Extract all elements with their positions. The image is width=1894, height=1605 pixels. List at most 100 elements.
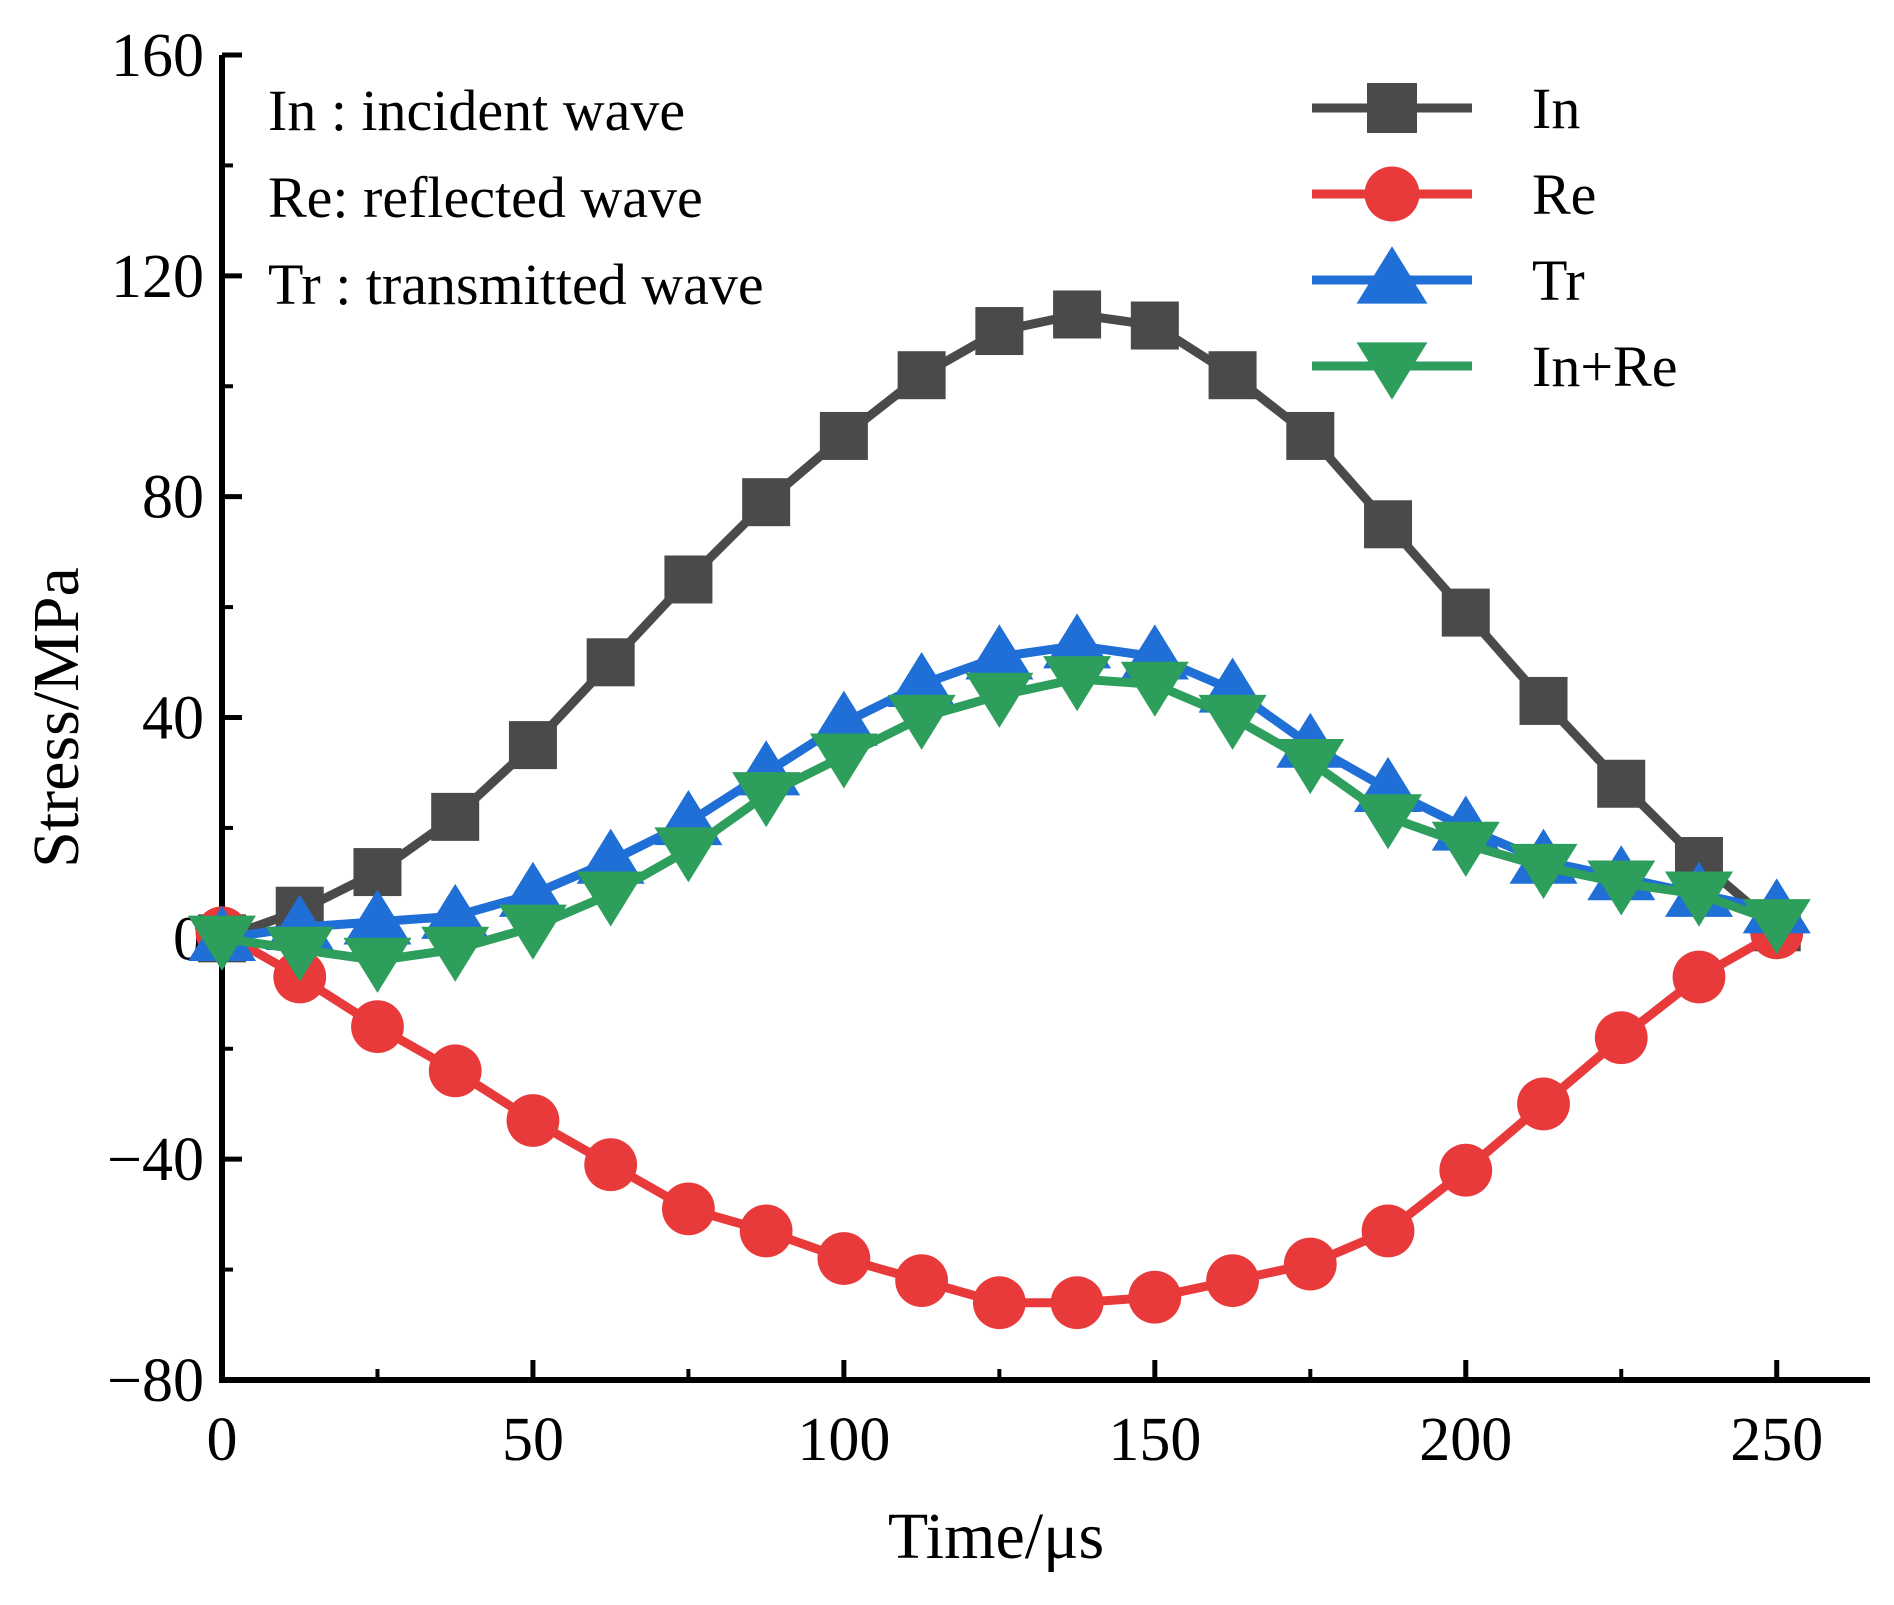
data-point <box>1208 351 1257 400</box>
annotation-block: In : incident wave Re: reflected wave Tr :… <box>268 78 764 317</box>
legend-marker <box>1356 246 1428 304</box>
data-point <box>817 1232 871 1285</box>
data-point <box>1519 676 1568 725</box>
data-point <box>343 889 412 945</box>
y-tick-label: 120 <box>111 243 204 311</box>
data-point <box>1128 1270 1182 1324</box>
legend-marker <box>1364 166 1420 222</box>
x-tick-label: 200 <box>1419 1406 1512 1474</box>
data-point <box>1594 1011 1648 1065</box>
x-tick-label: 150 <box>1108 1406 1201 1474</box>
data-point <box>343 937 412 993</box>
data-point <box>1354 794 1423 850</box>
data-point <box>1587 860 1656 916</box>
series-re <box>195 906 1804 1330</box>
data-point <box>1276 738 1345 795</box>
data-point <box>498 861 567 917</box>
x-axis-title: Time/μs <box>888 1500 1104 1573</box>
legend-item: Tr <box>1312 246 1585 313</box>
y-tick-label: −80 <box>107 1347 204 1415</box>
data-point <box>1664 871 1734 927</box>
legend: In Re Tr In+Re <box>1312 76 1677 400</box>
data-point <box>1043 656 1112 712</box>
data-point <box>965 624 1034 680</box>
data-point <box>265 926 334 982</box>
data-point <box>431 792 480 841</box>
series-in-re <box>187 656 1811 993</box>
series-in <box>198 290 1801 963</box>
series-tr <box>187 613 1811 962</box>
data-point <box>421 926 490 982</box>
data-point <box>1206 1254 1259 1308</box>
data-point <box>972 1276 1026 1330</box>
data-point <box>576 871 645 927</box>
data-point <box>1120 661 1189 717</box>
data-point <box>1050 1276 1104 1330</box>
annotation-line: Re: reflected wave <box>268 165 703 230</box>
data-point <box>897 351 946 400</box>
data-point <box>508 721 557 770</box>
data-point <box>1053 290 1102 339</box>
data-point <box>428 1044 482 1098</box>
data-point <box>1286 411 1335 460</box>
data-point <box>887 694 956 750</box>
x-tick-label: 50 <box>502 1406 564 1474</box>
data-point <box>1517 1077 1570 1131</box>
data-point <box>506 1094 560 1147</box>
data-point <box>662 1182 715 1236</box>
data-point <box>1597 759 1646 808</box>
x-tick-label: 0 <box>207 1406 238 1474</box>
data-point <box>732 772 801 828</box>
data-point <box>1441 588 1490 637</box>
data-point <box>664 555 713 604</box>
data-point <box>1742 899 1811 955</box>
data-point <box>421 883 490 939</box>
data-point <box>739 1204 793 1258</box>
y-axis-title: Stress/MPa <box>20 567 93 868</box>
x-tick-label: 100 <box>797 1406 890 1474</box>
legend-label: Tr <box>1532 248 1585 313</box>
data-point <box>353 848 402 897</box>
data-point <box>809 733 878 789</box>
data-point <box>576 828 645 884</box>
data-point <box>819 411 868 460</box>
data-point <box>1439 1143 1493 1197</box>
data-point <box>895 1254 949 1308</box>
legend-item: In <box>1312 76 1580 141</box>
data-point <box>586 638 635 687</box>
annotation-line: In : incident wave <box>268 78 685 143</box>
data-point <box>187 915 257 971</box>
legend-item: Re <box>1312 162 1596 227</box>
data-point <box>351 1000 404 1054</box>
data-point <box>1198 694 1267 750</box>
data-point <box>1283 1237 1337 1291</box>
data-point <box>584 1138 638 1192</box>
legend-marker <box>1367 83 1417 133</box>
x-tick-label: 250 <box>1730 1406 1823 1474</box>
data-point <box>809 690 878 746</box>
data-point <box>1130 301 1179 350</box>
legend-item: In+Re <box>1312 334 1677 400</box>
legend-label: In <box>1532 76 1580 141</box>
data-point <box>1043 613 1112 669</box>
annotation-line: Tr : transmitted wave <box>268 252 764 317</box>
y-tick-label: 80 <box>142 464 204 532</box>
legend-label: In+Re <box>1532 334 1677 399</box>
data-point <box>498 904 567 960</box>
data-point <box>1431 821 1500 877</box>
data-point <box>975 307 1024 356</box>
y-tick-label: 160 <box>111 22 204 90</box>
y-tick-label: −40 <box>107 1126 204 1194</box>
data-point <box>887 651 956 708</box>
data-point <box>1361 1204 1415 1258</box>
data-point <box>1364 500 1413 549</box>
legend-marker <box>1356 342 1428 400</box>
data-point <box>654 827 723 883</box>
y-tick-label: 40 <box>142 685 204 753</box>
legend-label: Re <box>1532 162 1596 227</box>
data-point <box>1509 843 1578 899</box>
data-point <box>1672 950 1726 1004</box>
